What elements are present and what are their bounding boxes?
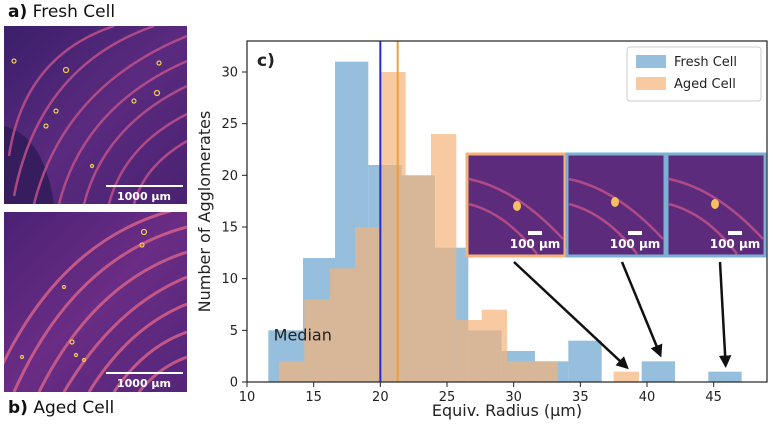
x-tick-label: 45 (705, 390, 722, 405)
inset-fresh-agglomerate-1: 100 µm (565, 152, 667, 258)
inset-scalebar-label: 100 µm (610, 237, 661, 251)
legend-swatch-fresh (636, 55, 666, 68)
inset-micrographs: 100 µm 100 µm 100 µm (465, 152, 767, 258)
fresh-scalebar-label: 1000 µm (117, 190, 171, 203)
y-tick-label: 25 (221, 117, 238, 132)
fresh-cell-micrograph: 1000 µm (4, 26, 187, 204)
bar-aged (507, 361, 533, 382)
panel-b-letter: b) (8, 398, 28, 418)
y-tick-label: 0 (230, 376, 238, 391)
panel-a-letter: a) (8, 2, 28, 22)
inset-scalebar-label: 100 µm (510, 237, 561, 251)
aged-cell-micrograph: 1000 µm (4, 212, 187, 392)
inset-arrow (620, 261, 663, 358)
inset-frame (565, 152, 667, 258)
median-annotation: Median (274, 326, 332, 345)
bar-aged (355, 227, 381, 382)
y-tick-label: 30 (221, 66, 238, 81)
bar-aged (481, 309, 507, 382)
bar-aged (456, 320, 482, 382)
legend-label-aged: Aged Cell (674, 77, 736, 92)
inset-agglomerate-spot (711, 199, 719, 209)
panel-a-label: a) Fresh Cell (8, 2, 115, 22)
panel-a-title: Fresh Cell (32, 2, 116, 22)
panel-b-label: b) Aged Cell (8, 398, 114, 418)
y-tick-label: 15 (221, 221, 238, 236)
aged-scalebar-label: 1000 µm (117, 377, 171, 390)
x-tick-label: 35 (572, 390, 589, 405)
plot-frame (246, 40, 768, 383)
inset-aged-agglomerate: 100 µm (465, 152, 567, 258)
inset-electrode-band (668, 177, 764, 240)
median-lines (379, 41, 399, 382)
inset-electrode-band (468, 202, 538, 255)
inset-arrow (718, 261, 732, 368)
x-tick-label: 15 (305, 390, 322, 405)
legend-label-fresh: Fresh Cell (674, 55, 737, 70)
chart-legend: Fresh Cell Aged Cell (626, 46, 762, 102)
bar-aged (431, 134, 457, 382)
y-tick-label: 20 (221, 169, 238, 184)
x-tick-label: 20 (372, 390, 389, 405)
bar-aged (405, 175, 431, 382)
bar-aged (279, 361, 305, 382)
panel-c-letter: c) (257, 51, 275, 71)
inset-scalebar (628, 231, 642, 235)
histogram-bars (268, 61, 742, 383)
y-tick-label: 5 (230, 324, 238, 339)
y-axis-title: Number of Agglomerates (195, 111, 214, 313)
x-tick-label: 25 (439, 390, 456, 405)
legend-swatch-aged (636, 77, 666, 90)
x-tick-label: 40 (639, 390, 656, 405)
x-tick-label: 30 (505, 390, 522, 405)
inset-arrows (513, 261, 732, 370)
inset-electrode-band (568, 202, 638, 255)
y-tick-label: 10 (221, 272, 238, 287)
x-tick-label: 10 (239, 390, 256, 405)
bar-fresh (708, 371, 742, 382)
inset-frame (465, 152, 567, 258)
bar-aged (613, 371, 639, 382)
chart-axes: 10 15 20 25 30 35 40 45 0 5 10 15 20 25 30 (221, 40, 768, 405)
inset-scalebar (528, 231, 542, 235)
inset-electrode-band (668, 202, 738, 255)
inset-electrode-band (468, 177, 564, 240)
x-axis-title: Equiv. Radius (µm) (432, 401, 582, 420)
inset-arrow (513, 261, 629, 370)
bar-aged (304, 299, 330, 382)
inset-fresh-agglomerate-2: 100 µm (665, 152, 767, 258)
inset-scalebar-label: 100 µm (710, 237, 761, 251)
inset-scalebar (728, 231, 742, 235)
bar-fresh (568, 340, 602, 382)
bar-aged (329, 268, 355, 382)
panel-b-title: Aged Cell (33, 398, 115, 418)
bar-aged (532, 361, 558, 382)
bar-aged (380, 72, 406, 382)
bar-fresh (641, 361, 675, 382)
inset-agglomerate-spot (513, 201, 521, 211)
inset-agglomerate-spot (611, 197, 619, 207)
